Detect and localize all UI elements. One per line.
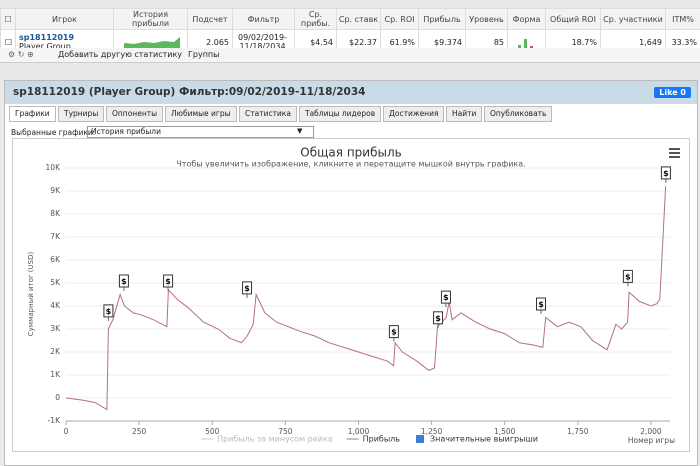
header[interactable]: ITM% [666,9,700,30]
select-label: Выбранные графики: [11,128,95,137]
flag-label: $ [663,169,669,178]
panel-title: sp18112019 (Player Group) Фильтр:09/02/2… [13,86,365,98]
header[interactable]: История прибыли [114,9,188,30]
win-flag: $ [441,291,450,307]
tab[interactable]: Достижения [383,106,444,122]
header[interactable]: Подсчет [188,9,233,30]
win-flag: $ [434,312,443,328]
y-tick-label: 8K [50,209,61,218]
x-tick-label: 250 [132,427,147,436]
tab[interactable]: Турниры [58,106,104,122]
y-tick-label: 9K [50,186,61,195]
y-tick-label: 5K [50,278,61,287]
y-tick-label: 6K [50,255,61,264]
win-flag: $ [389,326,398,342]
header[interactable]: Ср. ROI [381,9,419,30]
win-flag: $ [119,275,128,291]
tab[interactable]: Опубликовать [484,106,552,122]
flag-label: $ [538,300,544,309]
legend-label[interactable]: Значительные выигрыши [430,435,538,444]
flag-label: $ [165,277,171,286]
menu-icon[interactable] [669,149,680,157]
form-svg [512,33,542,49]
header[interactable]: Форма [508,9,546,30]
flag-label: $ [121,277,127,286]
toolbar-icons[interactable]: ⚙ ↻ ⊕ [8,50,34,59]
header[interactable]: Игрок [16,9,114,30]
header[interactable]: Фильтр [233,9,295,30]
y-tick-label: 7K [50,232,61,241]
chart-title: Общая прибыль [300,146,401,160]
flag-label: $ [435,314,441,323]
y-tick-label: 0 [55,393,60,402]
player-name[interactable]: sp18112019 [19,33,110,42]
x-tick-label: 1,750 [567,427,589,436]
panel-header: sp18112019 (Player Group) Фильтр:09/02/2… [5,81,697,104]
add-stat[interactable]: Добавить другую статистику [58,50,182,59]
win-flag: $ [623,270,632,286]
flag-label: $ [625,272,631,281]
toolbar: ⚙ ↻ ⊕ Добавить другую статистику Группы [0,48,700,63]
y-tick-label: 2K [50,347,61,356]
chart: Общая прибыль Чтобы увеличить изображени… [12,138,690,452]
y-tick-label: -1K [48,416,61,425]
select-arrow[interactable]: ▼ [297,127,302,135]
tab[interactable]: Таблицы лидеров [299,106,381,122]
y-tick-label: 10K [46,163,62,172]
win-flag: $ [537,298,546,314]
header[interactable]: Ср. прибы. [295,9,337,30]
check-header[interactable]: ☐ [1,9,16,30]
legend-marker [416,435,424,443]
flag-label: $ [391,328,397,337]
y-tick-label: 3K [50,324,61,333]
header[interactable]: Прибыль [419,9,466,30]
tab[interactable]: Статистика [239,106,297,122]
header[interactable]: Общий ROI [546,9,601,30]
flag-label: $ [443,293,449,302]
x-axis-label: Номер игры [628,436,675,445]
profit-line [66,186,666,409]
win-flag: $ [164,275,173,291]
groups[interactable]: Группы [188,50,219,59]
y-tick-label: 1K [50,370,61,379]
tab[interactable]: Графики [9,106,56,122]
legend-label[interactable]: Прибыль за минусом рейка [217,435,333,444]
flag-label: $ [106,307,112,316]
tab[interactable]: Оппоненты [106,106,163,122]
tab[interactable]: Найти [446,106,482,122]
chart-subtitle: Чтобы увеличить изображение, кликните и … [176,160,525,169]
like-button[interactable]: Like 0 [654,87,691,98]
sparkline-svg [120,33,184,49]
x-tick-label: 0 [64,427,69,436]
y-tick-label: 4K [50,301,61,310]
header[interactable]: Уровень [466,9,508,30]
win-flag: $ [104,305,113,321]
legend-label[interactable]: Прибыль [363,435,401,444]
chart-select[interactable]: История прибыли [87,126,314,138]
header[interactable]: Ср. ставк [337,9,381,30]
win-flag: $ [661,167,670,183]
x-tick-label: 2,000 [640,427,662,436]
flag-label: $ [244,284,250,293]
win-flag: $ [243,282,252,298]
y-axis-label: Суммарный итог (USD) [27,252,35,337]
tab[interactable]: Любимые игры [165,106,237,122]
header[interactable]: Ср. участники [601,9,666,30]
